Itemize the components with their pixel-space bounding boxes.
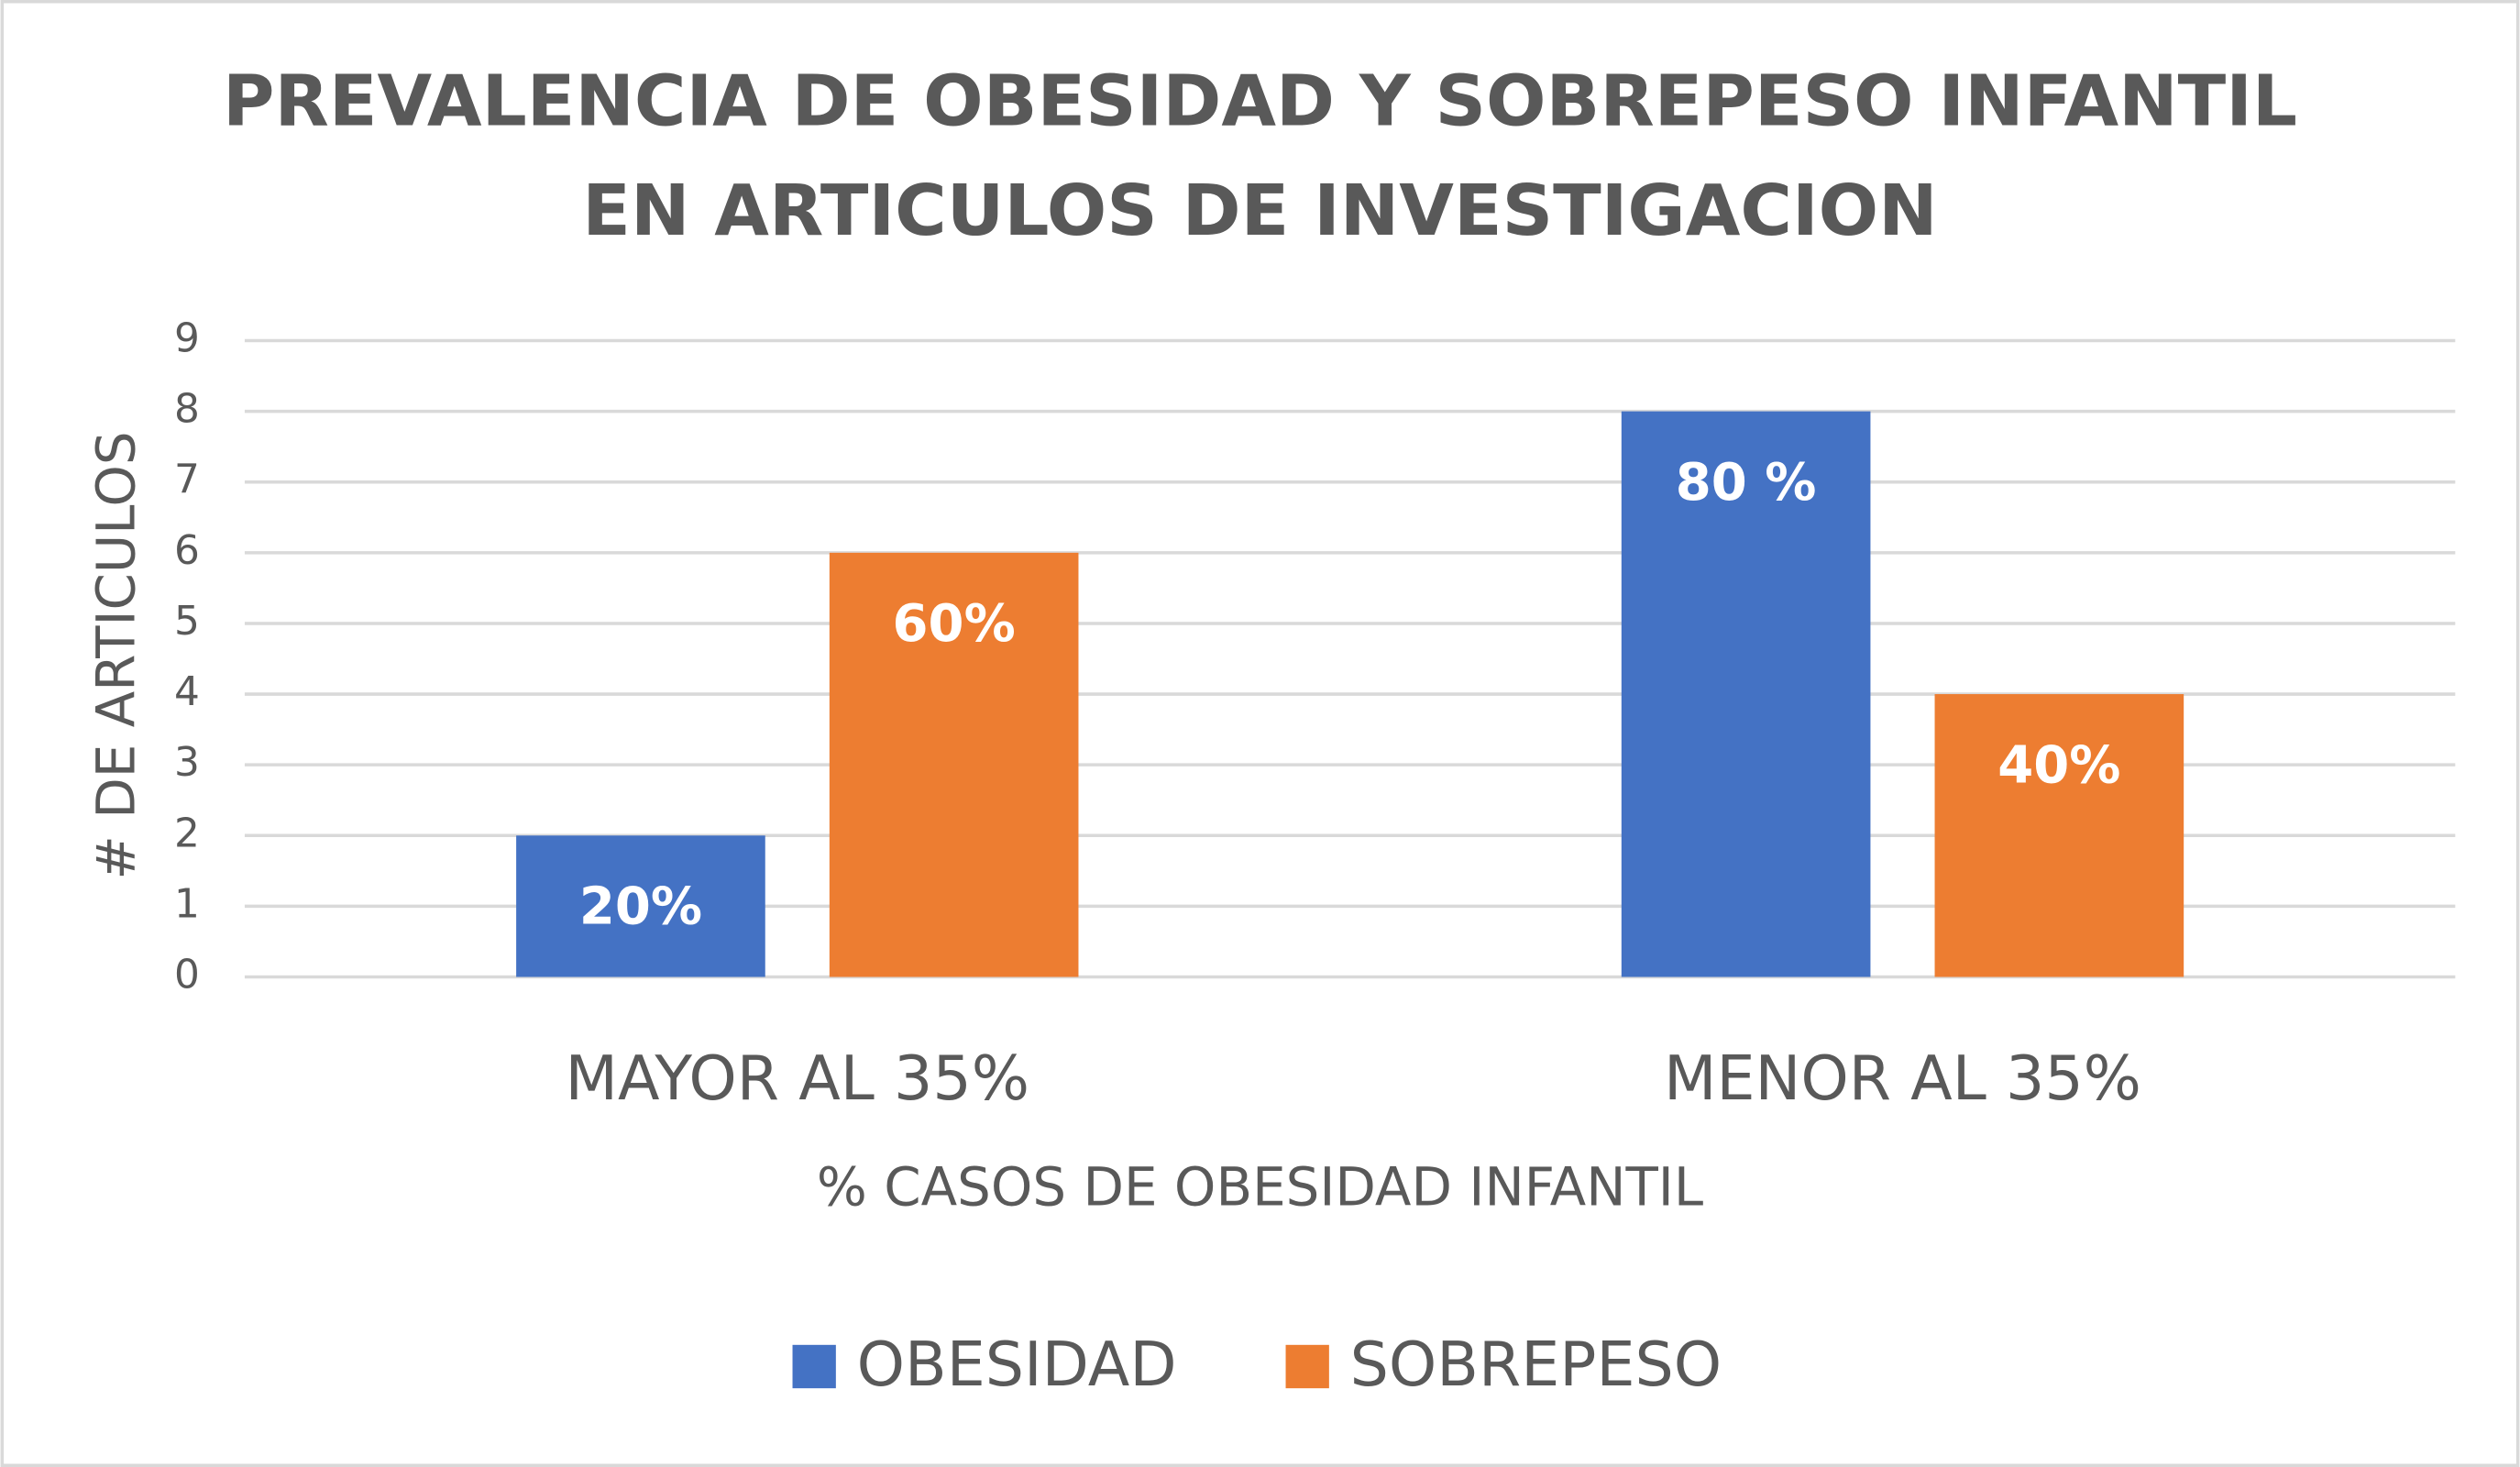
y-tick-label: 4 <box>174 668 200 715</box>
y-tick-label: 1 <box>174 880 200 927</box>
bar <box>1621 411 1871 977</box>
bar <box>516 835 765 977</box>
chart-title: EN ARTICULOS DE INVESTIGACION <box>582 170 1937 252</box>
legend-label: OBESIDAD <box>857 1329 1177 1400</box>
data-label: 60% <box>893 594 1016 654</box>
x-tick-label: MAYOR AL 35% <box>566 1042 1029 1114</box>
y-tick-label: 9 <box>174 315 200 362</box>
x-tick-label: MENOR AL 35% <box>1664 1042 2141 1114</box>
y-tick-label: 6 <box>174 527 200 574</box>
y-axis-title: # DE ARTICULOS <box>84 431 147 879</box>
legend-swatch <box>1285 1344 1329 1389</box>
y-tick-label: 2 <box>174 810 200 856</box>
legend-swatch <box>792 1344 836 1389</box>
data-label: 80 % <box>1676 453 1817 513</box>
y-tick-label: 3 <box>174 739 200 786</box>
y-tick-label: 8 <box>174 386 200 433</box>
x-axis-title: % CASOS DE OBESIDAD INFANTIL <box>817 1156 1703 1219</box>
y-tick-label: 0 <box>174 951 200 998</box>
bar <box>829 552 1079 977</box>
legend-label: SOBREPESO <box>1350 1329 1722 1400</box>
chart-title: PREVALENCIA DE OBESIDAD Y SOBREPESO INFA… <box>223 61 2297 143</box>
y-tick-label: 5 <box>174 598 200 645</box>
y-tick-label: 7 <box>174 457 200 503</box>
data-label: 40% <box>1997 735 2120 795</box>
data-label: 20% <box>579 877 702 937</box>
bar <box>1934 694 2184 977</box>
